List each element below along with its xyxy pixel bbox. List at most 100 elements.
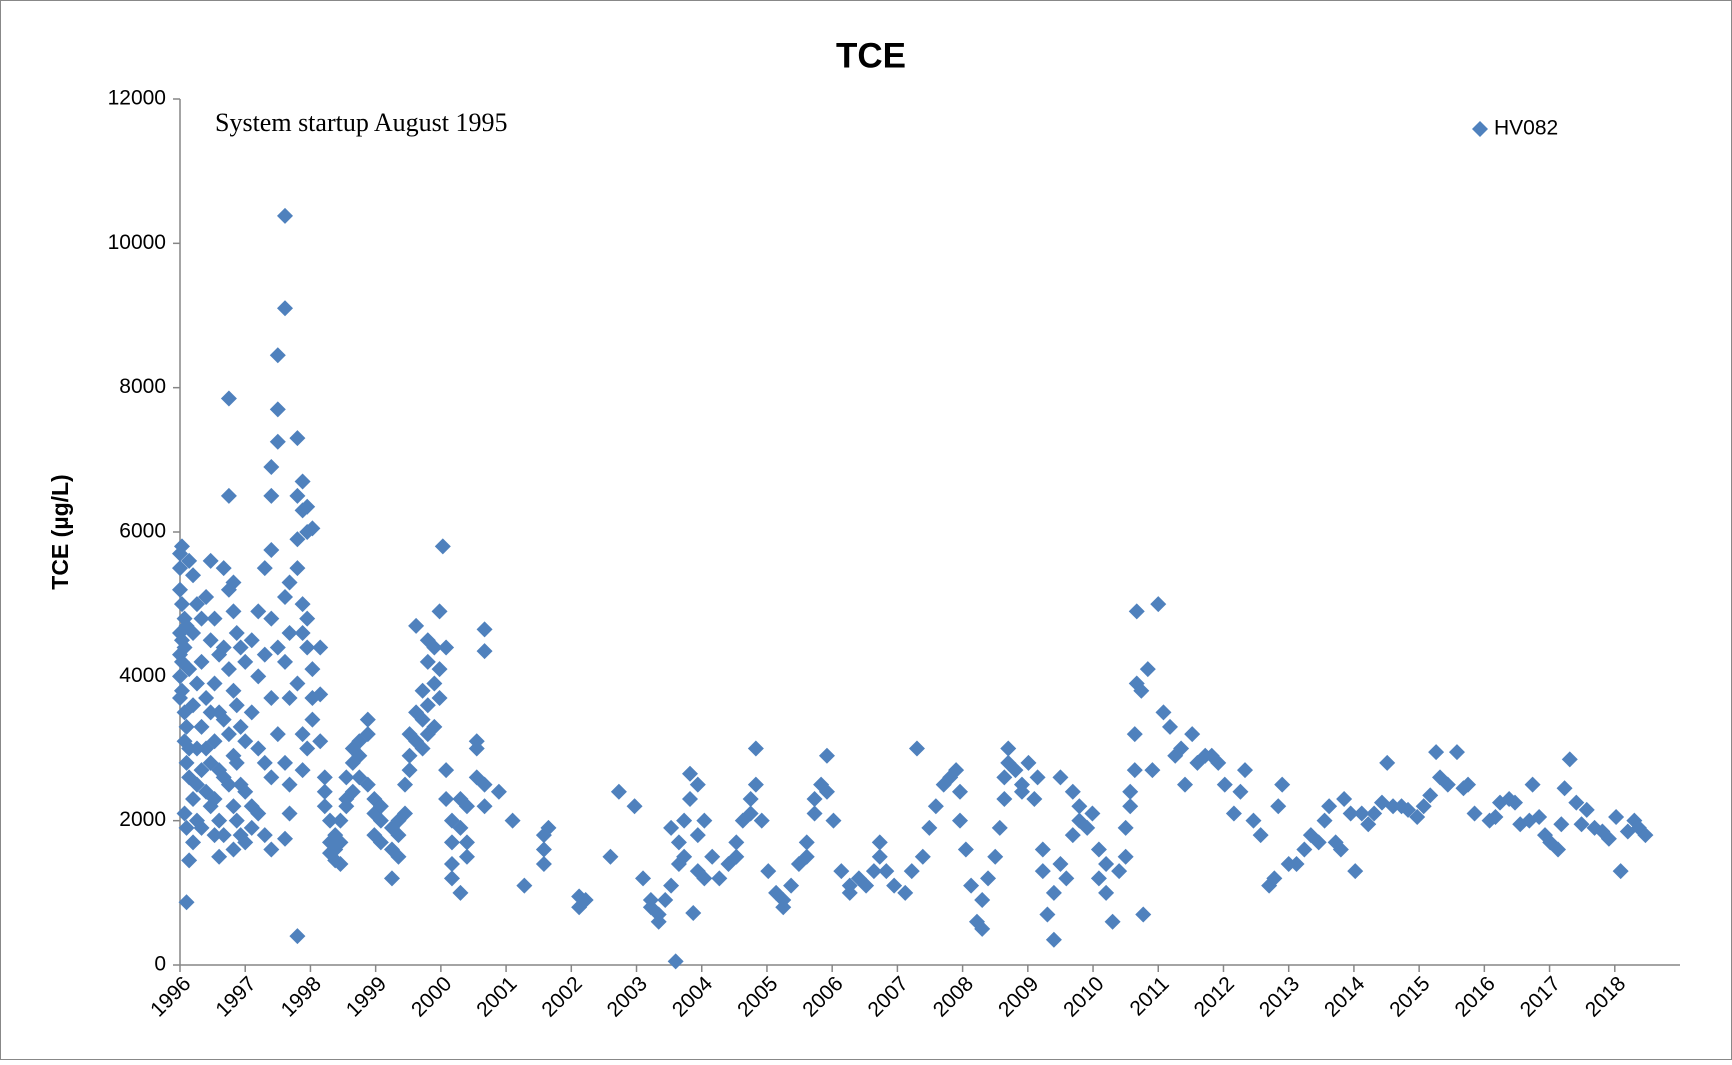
data-point [980, 870, 997, 887]
data-point [1058, 870, 1075, 887]
data-point [202, 632, 219, 649]
data-point [1090, 841, 1107, 858]
data-point [181, 852, 198, 869]
data-point [1090, 870, 1107, 887]
data-point [1266, 870, 1283, 887]
data-point [178, 894, 195, 911]
data-point [299, 610, 316, 627]
data-point [383, 870, 400, 887]
data-point [188, 776, 205, 793]
data-point [1084, 805, 1101, 822]
data-point [1252, 827, 1269, 844]
data-point [1274, 776, 1291, 793]
data-point [1316, 812, 1333, 829]
data-point [202, 552, 219, 569]
data-point [1128, 603, 1145, 620]
data-point [277, 588, 293, 605]
data-point [237, 834, 254, 851]
data-point [178, 819, 195, 836]
data-point [359, 711, 376, 728]
data-point [316, 769, 333, 786]
data-point [806, 791, 823, 808]
data-point [220, 661, 237, 678]
data-point [1122, 798, 1139, 815]
data-point [1064, 783, 1081, 800]
data-point [1366, 805, 1383, 822]
chart-title: TCE [836, 36, 906, 75]
data-point [176, 805, 193, 822]
data-point [294, 596, 311, 613]
data-point [1568, 794, 1585, 811]
data-point [685, 905, 702, 922]
data-point [215, 711, 232, 728]
data-point [289, 487, 306, 504]
data-point [1029, 769, 1046, 786]
data-point [1117, 848, 1134, 865]
data-point [987, 848, 1004, 865]
data-point [1448, 744, 1465, 761]
data-point [747, 776, 764, 793]
data-point [577, 892, 594, 909]
data-point [176, 639, 193, 656]
y-tick-label: 0 [154, 953, 166, 976]
data-point [228, 697, 245, 714]
data-point [1126, 726, 1143, 743]
data-point [1064, 827, 1081, 844]
data-point [256, 560, 273, 577]
data-point [250, 740, 267, 757]
data-point [871, 848, 888, 865]
data-point [818, 747, 835, 764]
data-point [316, 783, 333, 800]
data-point [198, 689, 215, 706]
data-point [1184, 726, 1201, 743]
data-point [281, 625, 298, 642]
data-point [1608, 809, 1625, 826]
data-point [1104, 913, 1121, 930]
data-point [338, 798, 355, 815]
data-point [452, 819, 469, 836]
data-point [408, 617, 425, 634]
data-point [211, 848, 228, 865]
data-point [277, 300, 293, 317]
data-point [1360, 816, 1377, 833]
data-point [431, 603, 448, 620]
data-point [1578, 801, 1595, 818]
data-point [540, 819, 557, 836]
data-point [996, 791, 1013, 808]
data-point [225, 574, 242, 591]
data-point [696, 812, 713, 829]
data-point [263, 459, 280, 476]
data-point [948, 762, 965, 779]
data-point [1000, 740, 1017, 757]
data-point [256, 646, 273, 663]
data-point [1332, 841, 1349, 858]
data-point [419, 697, 436, 714]
data-point [206, 733, 223, 750]
data-point [704, 848, 721, 865]
data-point [431, 661, 448, 678]
data-point [996, 769, 1013, 786]
data-point [277, 207, 293, 224]
data-point [225, 682, 242, 699]
data-point [1034, 863, 1051, 880]
data-point [1007, 762, 1024, 779]
data-point [443, 870, 460, 887]
data-point [760, 863, 777, 880]
data-point [202, 704, 219, 721]
data-point [476, 621, 493, 638]
data-point [269, 726, 286, 743]
data-point [1385, 798, 1402, 815]
data-point [1347, 863, 1364, 880]
data-point [504, 812, 521, 829]
data-point [344, 783, 361, 800]
data-point [390, 848, 407, 865]
data-point [747, 740, 764, 757]
data-point [256, 827, 273, 844]
legend-marker [1472, 121, 1488, 137]
data-point [250, 668, 267, 685]
data-point [173, 596, 190, 613]
data-point [256, 754, 273, 771]
data-point [610, 783, 627, 800]
data-point [263, 689, 280, 706]
data-point [458, 798, 475, 815]
